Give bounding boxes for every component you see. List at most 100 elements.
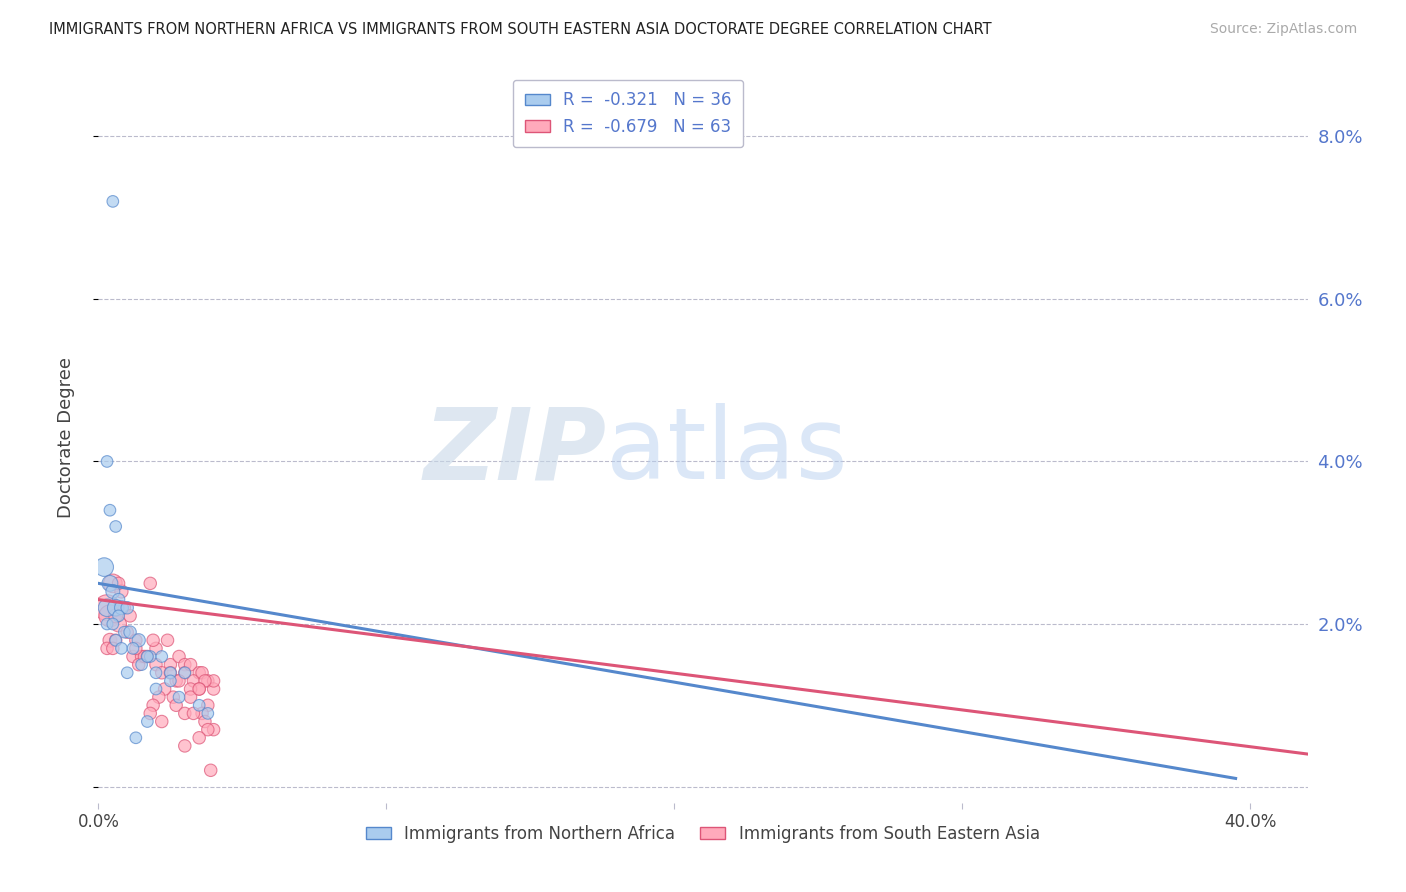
- Point: [115, 625, 138, 640]
- Point: [197, 673, 219, 688]
- Point: [188, 698, 211, 713]
- Point: [110, 600, 132, 615]
- Point: [122, 641, 145, 656]
- Point: [173, 665, 195, 680]
- Point: [153, 681, 176, 696]
- Point: [150, 714, 173, 729]
- Point: [197, 698, 219, 713]
- Point: [112, 600, 135, 615]
- Point: [188, 731, 211, 745]
- Point: [145, 665, 167, 680]
- Point: [125, 731, 148, 745]
- Point: [104, 633, 127, 648]
- Point: [145, 641, 167, 656]
- Point: [98, 633, 121, 648]
- Point: [197, 723, 219, 737]
- Point: [159, 657, 181, 672]
- Text: ZIP: ZIP: [423, 403, 606, 500]
- Point: [96, 617, 118, 632]
- Point: [183, 706, 205, 721]
- Point: [131, 649, 153, 664]
- Point: [139, 649, 162, 664]
- Point: [188, 665, 211, 680]
- Point: [173, 706, 195, 721]
- Point: [128, 633, 150, 648]
- Point: [165, 673, 187, 688]
- Point: [139, 576, 162, 591]
- Point: [180, 690, 202, 705]
- Point: [167, 690, 190, 705]
- Point: [115, 665, 138, 680]
- Point: [145, 657, 167, 672]
- Point: [183, 673, 205, 688]
- Point: [125, 641, 148, 656]
- Point: [98, 576, 121, 591]
- Point: [104, 633, 127, 648]
- Point: [180, 681, 202, 696]
- Point: [93, 560, 115, 574]
- Point: [194, 673, 217, 688]
- Point: [98, 503, 121, 517]
- Point: [96, 600, 118, 615]
- Point: [173, 665, 195, 680]
- Point: [125, 633, 148, 648]
- Point: [159, 665, 181, 680]
- Point: [98, 608, 121, 623]
- Point: [194, 714, 217, 729]
- Point: [159, 665, 181, 680]
- Point: [107, 576, 129, 591]
- Point: [104, 519, 127, 533]
- Point: [148, 690, 170, 705]
- Point: [142, 698, 165, 713]
- Point: [167, 649, 190, 664]
- Point: [167, 673, 190, 688]
- Point: [101, 576, 124, 591]
- Point: [112, 625, 135, 640]
- Point: [120, 608, 142, 623]
- Point: [96, 454, 118, 468]
- Point: [173, 657, 195, 672]
- Point: [96, 600, 118, 615]
- Point: [101, 617, 124, 632]
- Point: [191, 665, 214, 680]
- Point: [136, 714, 159, 729]
- Point: [96, 641, 118, 656]
- Point: [134, 649, 156, 664]
- Point: [104, 608, 127, 623]
- Point: [101, 584, 124, 599]
- Point: [110, 584, 132, 599]
- Point: [162, 690, 184, 705]
- Point: [180, 657, 202, 672]
- Point: [107, 608, 129, 623]
- Point: [128, 657, 150, 672]
- Point: [202, 673, 225, 688]
- Y-axis label: Doctorate Degree: Doctorate Degree: [56, 357, 75, 517]
- Text: atlas: atlas: [606, 403, 848, 500]
- Point: [120, 625, 142, 640]
- Point: [188, 681, 211, 696]
- Point: [173, 739, 195, 753]
- Point: [150, 665, 173, 680]
- Point: [136, 649, 159, 664]
- Point: [107, 592, 129, 607]
- Point: [202, 681, 225, 696]
- Text: IMMIGRANTS FROM NORTHERN AFRICA VS IMMIGRANTS FROM SOUTH EASTERN ASIA DOCTORATE : IMMIGRANTS FROM NORTHERN AFRICA VS IMMIG…: [49, 22, 991, 37]
- Point: [107, 617, 129, 632]
- Point: [197, 706, 219, 721]
- Point: [136, 649, 159, 664]
- Point: [150, 649, 173, 664]
- Text: Source: ZipAtlas.com: Source: ZipAtlas.com: [1209, 22, 1357, 37]
- Point: [142, 633, 165, 648]
- Point: [145, 681, 167, 696]
- Point: [139, 706, 162, 721]
- Point: [122, 649, 145, 664]
- Point: [101, 194, 124, 209]
- Point: [115, 600, 138, 615]
- Point: [104, 600, 127, 615]
- Legend: Immigrants from Northern Africa, Immigrants from South Eastern Asia: Immigrants from Northern Africa, Immigra…: [360, 818, 1046, 849]
- Point: [101, 641, 124, 656]
- Point: [131, 657, 153, 672]
- Point: [156, 633, 179, 648]
- Point: [188, 681, 211, 696]
- Point: [202, 723, 225, 737]
